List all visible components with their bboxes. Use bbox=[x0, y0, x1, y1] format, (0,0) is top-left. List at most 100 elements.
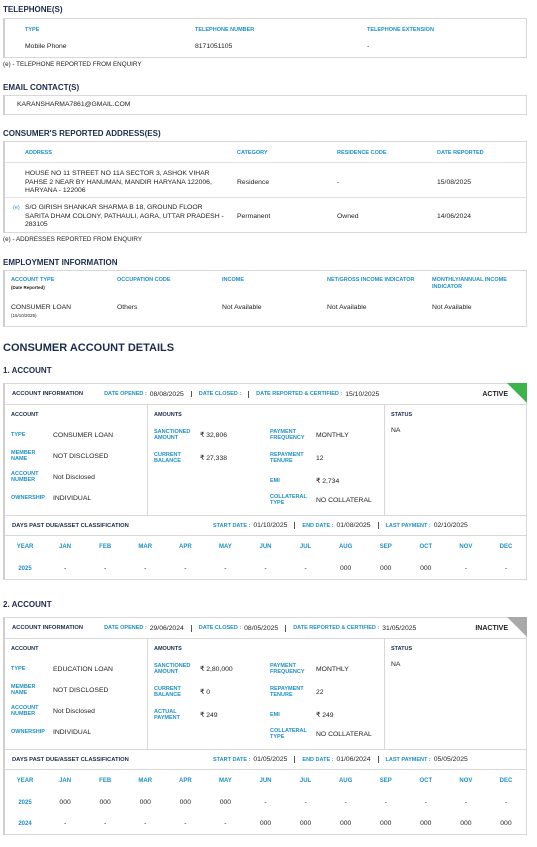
column-header: OCCUPATION CODE bbox=[117, 277, 171, 283]
field-label: OWNERSHIP bbox=[11, 494, 45, 501]
status-value: NA bbox=[391, 427, 401, 434]
header-title: ACCOUNT INFORMATION bbox=[12, 625, 84, 631]
month-value: - bbox=[63, 565, 67, 572]
month-header: YEAR bbox=[16, 544, 34, 550]
month-header: MAR bbox=[138, 544, 153, 550]
field: PAYMENT FREQUENCY MONTHLY bbox=[270, 427, 349, 443]
field-value: 01/06/2024 bbox=[336, 756, 371, 763]
cell: Not Available bbox=[432, 304, 472, 311]
field-label: DATE CLOSED : bbox=[198, 391, 242, 397]
field-label: DATE OPENED : bbox=[104, 391, 147, 397]
field-label: TYPE bbox=[11, 431, 26, 438]
header-title: DAYS PAST DUE/ASSET CLASSIFICATION bbox=[12, 756, 129, 763]
field-label: EMI bbox=[270, 711, 280, 718]
dpd-header: DAYS PAST DUE/ASSET CLASSIFICATION START … bbox=[5, 750, 526, 770]
column-header: TYPE bbox=[25, 27, 40, 33]
month-header: YEAR bbox=[16, 778, 34, 784]
field: MEMBER NAME NOT DISCLOSED bbox=[11, 682, 108, 698]
field-value: ₹ 249 bbox=[316, 712, 334, 719]
account-box: ACCOUNT INFORMATION DATE OPENED :29/06/20… bbox=[3, 617, 527, 835]
field: MEMBER NAME NOT DISCLOSED bbox=[11, 448, 108, 464]
month-value: 000 bbox=[500, 820, 512, 827]
section-title: EMPLOYMENT INFORMATION bbox=[3, 258, 118, 267]
field: ACCOUNT NUMBER Not Disclosed bbox=[11, 703, 95, 719]
month-value: 000 bbox=[380, 820, 392, 827]
month-header: JUN bbox=[259, 778, 272, 784]
month-value: 000 bbox=[339, 565, 352, 572]
date-reported: (15/10/2025) bbox=[11, 313, 37, 318]
month-header: APR bbox=[179, 544, 192, 550]
header-title: DAYS PAST DUE/ASSET CLASSIFICATION bbox=[12, 522, 129, 529]
column-header: DATE REPORTED bbox=[437, 150, 484, 156]
section-title: CONSUMER ACCOUNT DETAILS bbox=[3, 342, 175, 354]
month-value: 000 bbox=[99, 799, 111, 806]
month-value: 000 bbox=[460, 820, 472, 827]
column-title: ACCOUNT bbox=[11, 412, 39, 418]
cell: Not Available bbox=[222, 304, 262, 311]
field-value: 02/10/2025 bbox=[433, 522, 468, 529]
column-header: ACCOUNT TYPE bbox=[11, 277, 55, 283]
field-label: SANCTIONED AMOUNT bbox=[154, 662, 191, 676]
month-value: 000 bbox=[219, 799, 232, 806]
column-header: CATEGORY bbox=[237, 150, 268, 156]
field-value: MONTHLY bbox=[316, 665, 349, 673]
cell: Residence bbox=[237, 179, 270, 186]
month-header: SEP bbox=[379, 778, 392, 784]
month-value: - bbox=[304, 799, 307, 806]
field-label: SANCTIONED AMOUNT bbox=[154, 428, 191, 442]
month-value: - bbox=[144, 565, 147, 572]
month-value: - bbox=[144, 820, 147, 827]
month-value: - bbox=[224, 820, 227, 827]
field: OWNERSHIP INDIVIDUAL bbox=[11, 490, 91, 506]
field-label: DATE REPORTED & CERTIFIED : bbox=[256, 391, 343, 397]
month-value: - bbox=[304, 565, 307, 572]
field-value: NO COLLATERAL bbox=[316, 496, 372, 504]
dpd-field: LAST PAYMENT :05/05/2025 bbox=[377, 756, 475, 763]
month-value: - bbox=[104, 820, 107, 827]
field-value: 31/05/2025 bbox=[382, 624, 417, 632]
section-title: EMAIL CONTACT(S) bbox=[3, 83, 80, 92]
column-header: NET/GROSS INCOME INDICATOR bbox=[327, 277, 415, 283]
field-value: ₹ 32,806 bbox=[200, 432, 228, 439]
column-title: STATUS bbox=[391, 412, 413, 418]
year: 2025 bbox=[18, 799, 32, 806]
field-value: 22 bbox=[316, 688, 324, 696]
status-column: STATUS NA bbox=[385, 638, 526, 750]
account-info-header: ACCOUNT INFORMATION DATE OPENED :29/06/20… bbox=[5, 618, 526, 638]
field: COLLATERAL TYPE NO COLLATERAL bbox=[270, 492, 372, 508]
employment-box: ACCOUNT TYPE OCCUPATION CODE INCOME NET/GRO… bbox=[3, 270, 527, 327]
month-header: JUN bbox=[259, 544, 272, 550]
month-header: DEC bbox=[499, 544, 513, 550]
field-label: START DATE : bbox=[213, 756, 251, 763]
month-value: - bbox=[224, 565, 227, 572]
account-column: ACCOUNT TYPE CONSUMER LOAN MEMBER NAME NOT D… bbox=[5, 404, 148, 516]
field-label: PAYMENT FREQUENCY bbox=[270, 662, 305, 676]
cell: Permanent bbox=[237, 213, 271, 220]
field-value: CONSUMER LOAN bbox=[53, 431, 114, 439]
month-value: 000 bbox=[139, 799, 151, 806]
dpd-header: DAYS PAST DUE/ASSET CLASSIFICATION START … bbox=[5, 516, 526, 536]
info-field: DATE CLOSED : bbox=[190, 391, 248, 397]
amounts-column: AMOUNTS SANCTIONED AMOUNT ₹ 32,806 CURRENT … bbox=[148, 404, 385, 516]
dpd-field: START DATE :01/05/2025 bbox=[206, 756, 294, 763]
field-value: EDUCATION LOAN bbox=[53, 665, 113, 673]
field-value: ₹ 249 bbox=[200, 712, 218, 719]
field: OWNERSHIP INDIVIDUAL bbox=[11, 724, 91, 740]
month-value: - bbox=[264, 565, 267, 572]
field-value: NOT DISCLOSED bbox=[53, 686, 109, 694]
month-header: JAN bbox=[59, 778, 72, 784]
field-value: INDIVIDUAL bbox=[53, 494, 92, 502]
field-label: CURRENT BALANCE bbox=[154, 451, 181, 465]
field: CURRENT BALANCE ₹ 0 bbox=[154, 684, 210, 700]
field: EMI ₹ 249 bbox=[270, 707, 334, 723]
amounts-column: AMOUNTS SANCTIONED AMOUNT ₹ 2,80,000 CURREN… bbox=[148, 638, 385, 750]
info-field: DATE OPENED :29/06/2024 bbox=[97, 625, 191, 632]
field-value: 12 bbox=[316, 454, 324, 462]
field-value: INDIVIDUAL bbox=[53, 728, 92, 736]
cell: Not Available bbox=[327, 304, 367, 311]
cell: 14/06/2024 bbox=[437, 213, 472, 220]
dpd-field: END DATE :01/08/2025 bbox=[294, 522, 377, 529]
field: TYPE CONSUMER LOAN bbox=[11, 427, 113, 443]
account-info-header: ACCOUNT INFORMATION DATE OPENED :08/08/20… bbox=[5, 384, 526, 404]
column-title: STATUS bbox=[391, 646, 413, 652]
